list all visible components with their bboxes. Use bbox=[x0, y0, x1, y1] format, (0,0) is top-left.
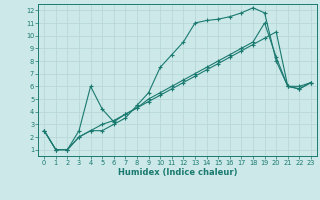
X-axis label: Humidex (Indice chaleur): Humidex (Indice chaleur) bbox=[118, 168, 237, 177]
